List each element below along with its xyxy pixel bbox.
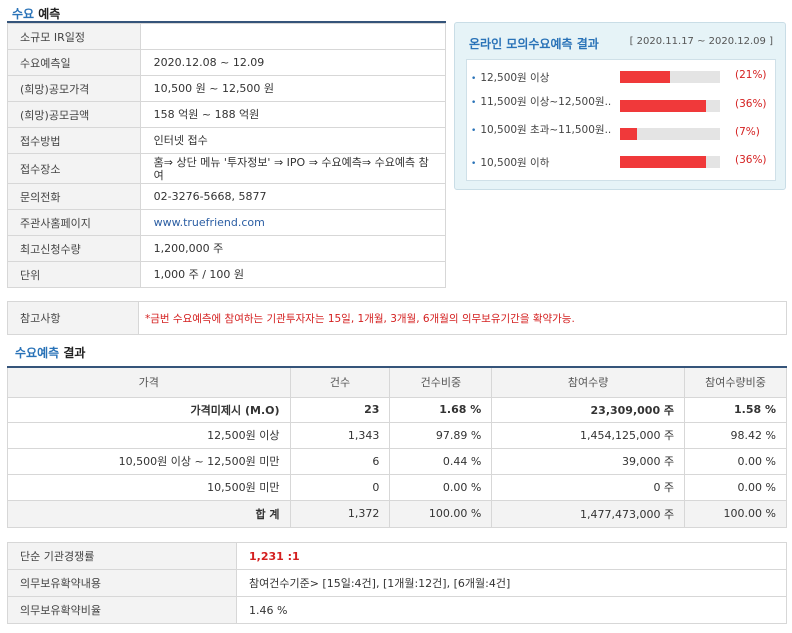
result-bar-track [620, 100, 720, 112]
result-bar-track [620, 128, 720, 140]
info-row: 접수방법 인터넷 접수 [7, 127, 447, 154]
col-header-count-ratio: 건수비중 [389, 366, 493, 398]
result-percent: (21%) [735, 69, 767, 81]
info-row: 단위 1,000 주 / 100 원 [7, 261, 447, 288]
result-bar-fill [620, 156, 707, 168]
forecast-title-rule [7, 21, 446, 23]
summary-row: 의무보유확약내용 참여건수기준> [15일:4건], [1개월:12건], [6… [7, 569, 787, 597]
info-row: 최고신청수량 1,200,000 주 [7, 235, 447, 262]
online-result-row: • 10,500원 이하 (36%) [471, 154, 767, 169]
result-header-row: 가격 건수 건수비중 참여수량 참여수량비중 [7, 366, 787, 398]
bullet-icon: • [471, 74, 477, 84]
result-bar-fill [620, 71, 671, 83]
info-row: 접수장소 홈⇒ 상단 메뉴 '투자정보' ⇒ IPO ⇒ 수요예측⇒ 수요예측 참… [7, 153, 447, 184]
info-row: 주관사홈페이지 www.truefriend.com [7, 209, 447, 236]
result-percent: (36%) [735, 98, 767, 110]
online-forecast-results: • 12,500원 이상 (21%) • 11,500원 이상~12,500원.. … [466, 59, 776, 181]
result-bar-fill [620, 100, 707, 112]
forecast-summary-table: 단순 기관경쟁률 1,231 :1 의무보유확약내용 참여건수기준> [15일:… [7, 542, 787, 624]
online-result-row: • 10,500원 초과~11,500원.. (7%) [471, 124, 760, 140]
underwriter-homepage-link[interactable]: www.truefriend.com [153, 216, 265, 229]
note-text: *금번 수요예측에 참여하는 기관투자자는 15일, 1개월, 3개월, 6개월… [138, 301, 787, 335]
info-row: 소규모 IR일정 [7, 23, 447, 50]
result-bar-track [620, 156, 720, 168]
forecast-info-table: 소규모 IR일정 수요예측일 2020.12.08 ~ 12.09 (희망)공모가… [7, 23, 447, 288]
info-row: 문의전화 02-3276-5668, 5877 [7, 183, 447, 210]
result-percent: (36%) [735, 154, 767, 166]
competition-ratio: 1,231 :1 [236, 542, 787, 570]
table-row: 10,500원 미만 0 0.00 % 0 주 0.00 % [7, 473, 787, 501]
info-row: (희망)공모가격 10,500 원 ~ 12,500 원 [7, 75, 447, 102]
info-row: 수요예측일 2020.12.08 ~ 12.09 [7, 49, 447, 76]
forecast-section-title: 수요 예측 [12, 7, 61, 21]
bullet-icon: • [471, 98, 477, 108]
table-total-row: 합 계 1,372 100.00 % 1,477,473,000 주 100.0… [7, 499, 787, 528]
col-header-quantity-ratio: 참여수량비중 [684, 366, 787, 398]
online-mock-forecast-panel: 온라인 모의수요예측 결과 [ 2020.11.17 ~ 2020.12.09 … [454, 22, 786, 190]
table-row: 12,500원 이상 1,343 97.89 % 1,454,125,000 주… [7, 421, 787, 449]
info-row: (희망)공모금액 158 억원 ~ 188 억원 [7, 101, 447, 128]
note-table: 참고사항 *금번 수요예측에 참여하는 기관투자자는 15일, 1개월, 3개월… [7, 301, 787, 335]
note-label: 참고사항 [7, 301, 139, 335]
bullet-icon: • [471, 159, 477, 169]
col-header-count: 건수 [289, 366, 391, 398]
online-forecast-period: [ 2020.11.17 ~ 2020.12.09 ] [629, 36, 773, 47]
online-forecast-title: 온라인 모의수요예측 결과 [469, 37, 599, 51]
col-header-price: 가격 [7, 366, 291, 398]
result-bar-track [620, 71, 720, 83]
bullet-icon: • [471, 126, 477, 136]
result-percent: (7%) [735, 126, 760, 138]
col-header-quantity: 참여수량 [491, 366, 686, 398]
online-result-row: • 12,500원 이상 (21%) [471, 69, 767, 84]
forecast-result-table: 가격 건수 건수비중 참여수량 참여수량비중 가격미제시 (M.O) 23 1.… [7, 366, 787, 528]
summary-row: 의무보유확약비율 1.46 % [7, 596, 787, 624]
online-result-row: • 11,500원 이상~12,500원.. (36%) [471, 96, 767, 112]
table-row: 가격미제시 (M.O) 23 1.68 % 23,309,000 주 1.58 … [7, 396, 787, 423]
result-bar-fill [620, 128, 637, 140]
table-row: 10,500원 이상 ~ 12,500원 미만 6 0.44 % 39,000 … [7, 447, 787, 475]
result-section-title: 수요예측 결과 [15, 346, 86, 360]
summary-row: 단순 기관경쟁률 1,231 :1 [7, 542, 787, 570]
